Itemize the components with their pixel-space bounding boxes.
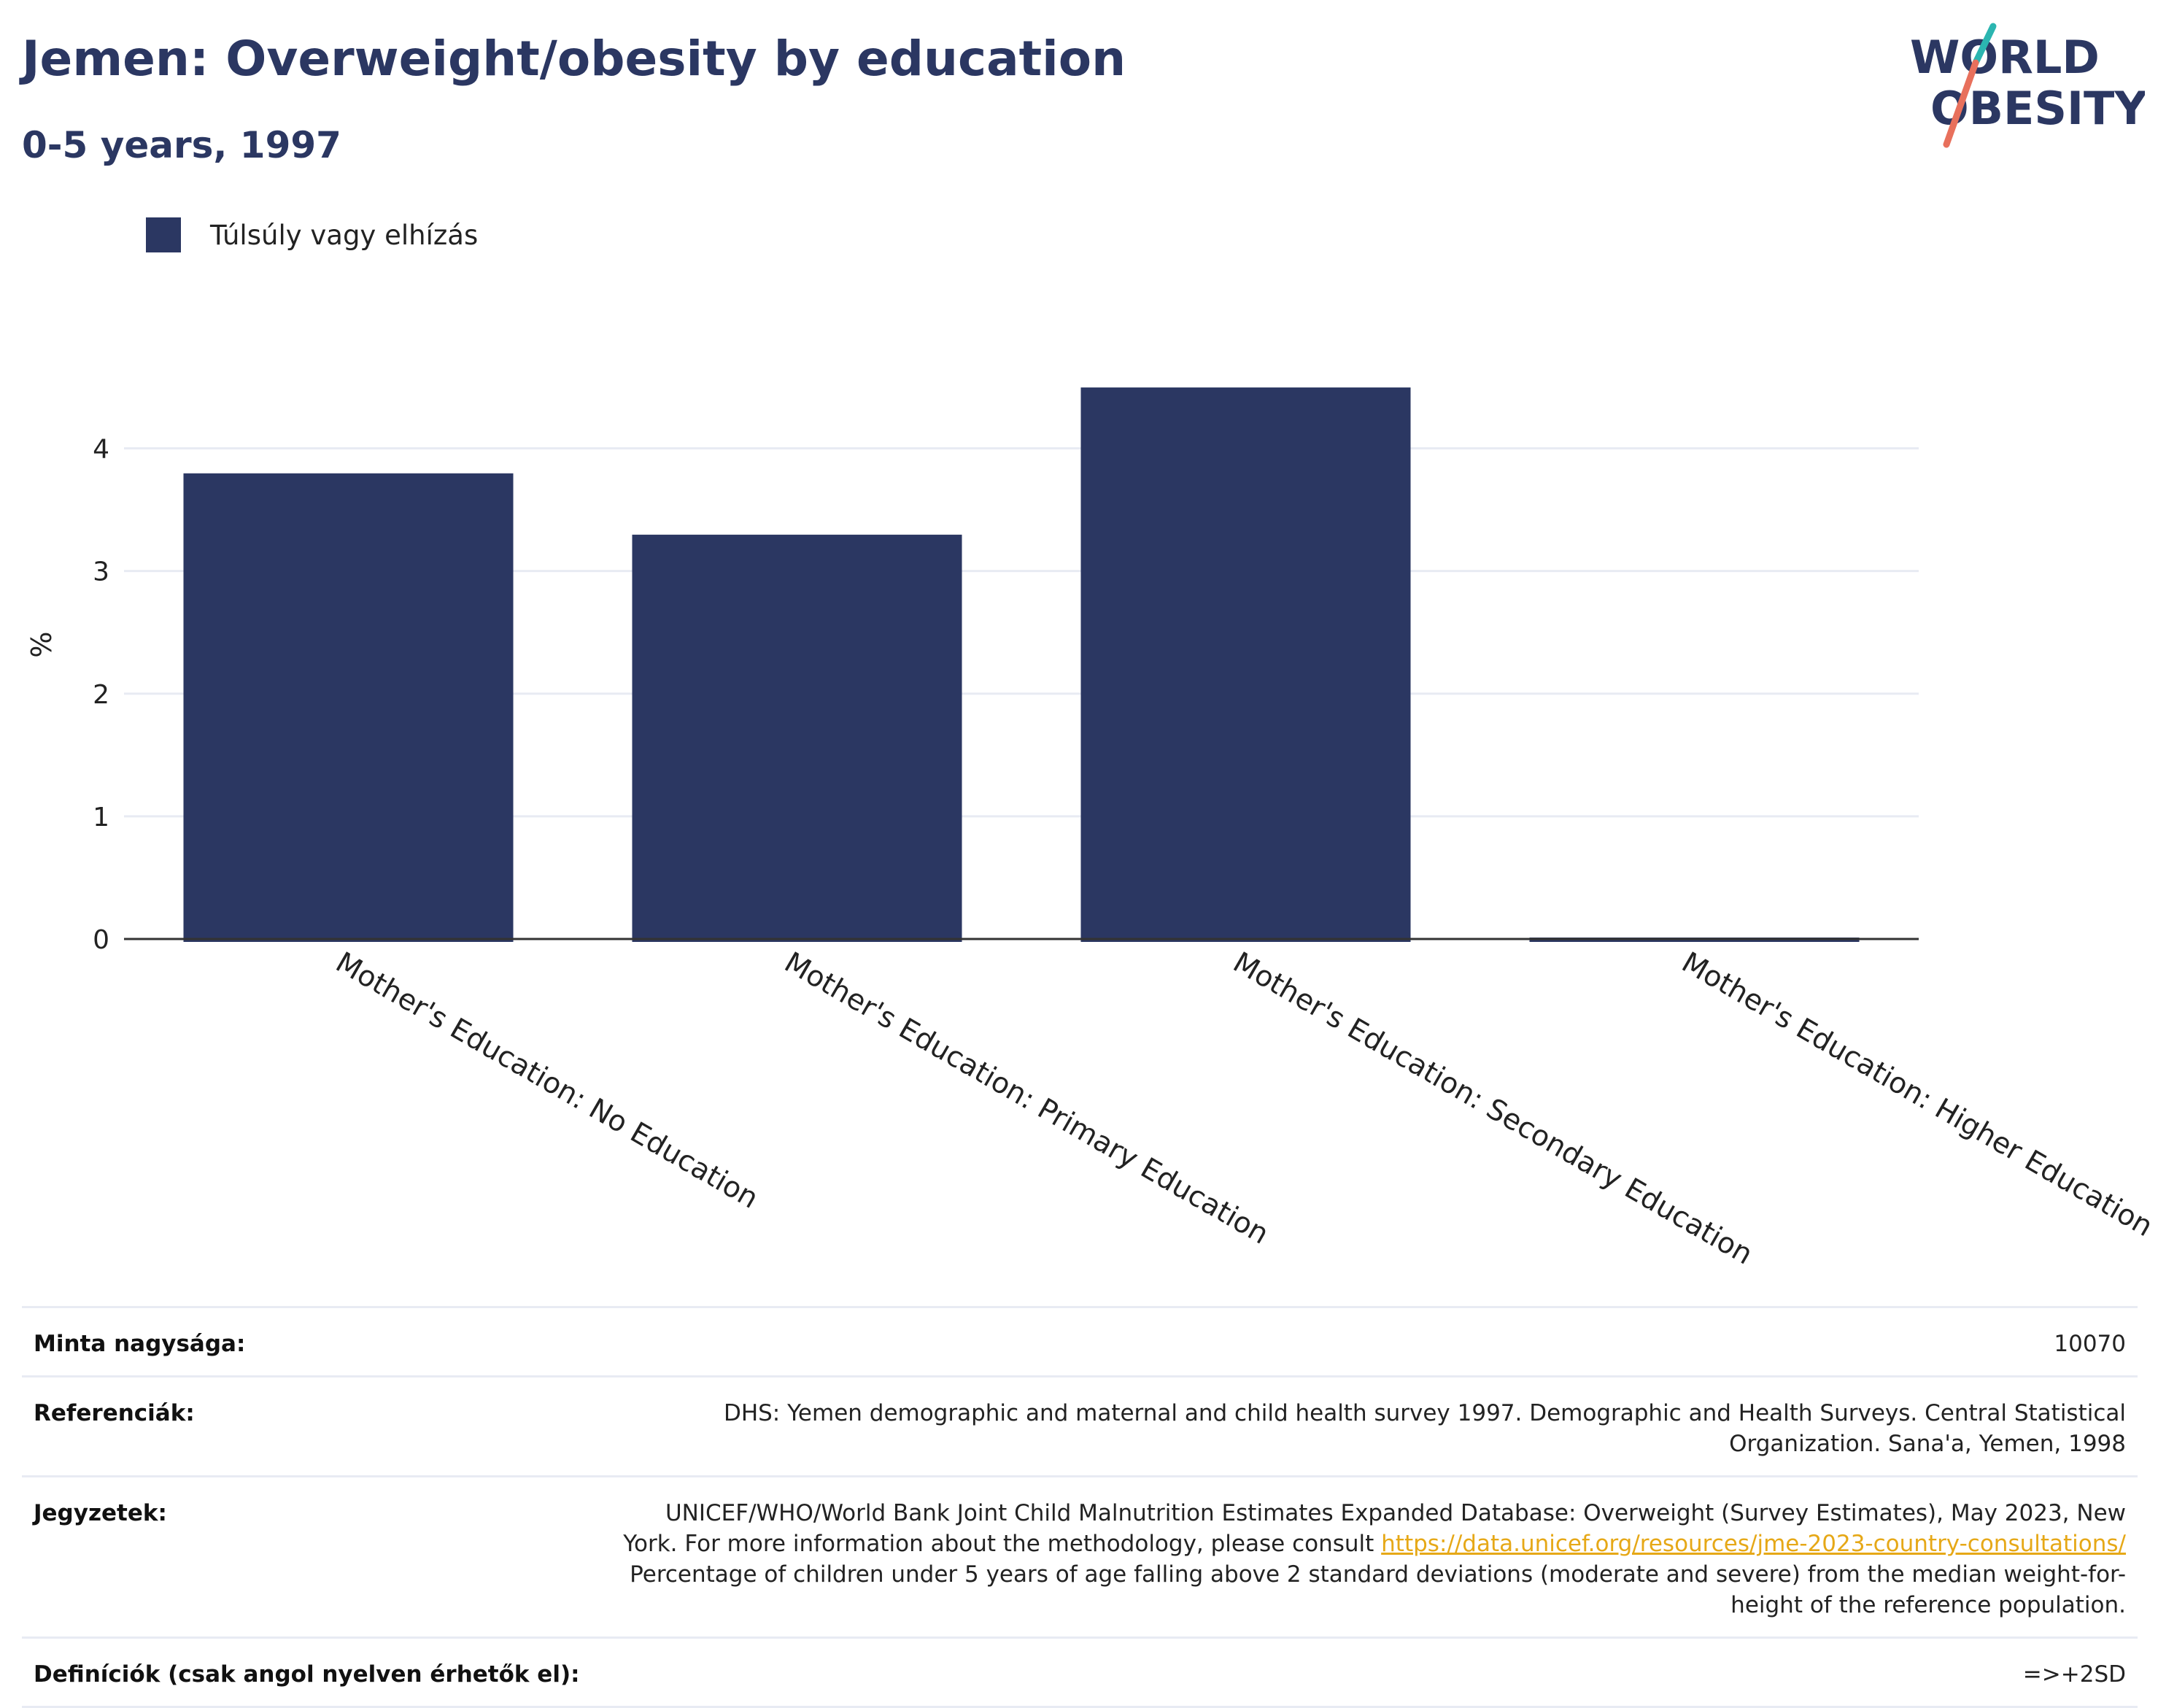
info-value: UNICEF/WHO/World Bank Joint Child Malnut…	[608, 1498, 2126, 1620]
chart-subtitle: 0-5 years, 1997	[22, 124, 341, 166]
y-tick-label: 4	[93, 435, 109, 465]
y-tick-label: 2	[93, 680, 109, 710]
info-key: Definíciók (csak angol nyelven érhetők e…	[34, 1659, 580, 1690]
notes-text-after: Percentage of children under 5 years of …	[630, 1561, 2126, 1618]
info-key: Jegyzetek:	[34, 1498, 167, 1620]
bar	[1080, 387, 1410, 942]
info-value: =>+2SD	[2023, 1659, 2126, 1690]
y-tick-label: 3	[93, 557, 109, 587]
y-tick-label: 1	[93, 803, 109, 832]
x-tick-label: Mother's Education: Secondary Education	[1228, 946, 1758, 1272]
legend-swatch	[146, 217, 181, 252]
y-tick-label: 0	[93, 925, 109, 955]
info-key: Minta nagysága:	[34, 1329, 245, 1359]
info-key: Referenciák:	[34, 1398, 195, 1459]
x-tick-label: Mother's Education: Primary Education	[779, 946, 1275, 1251]
bar	[183, 474, 513, 942]
bar	[632, 535, 962, 942]
chart-title: Jemen: Overweight/obesity by education	[22, 31, 1126, 87]
y-axis-title: %	[26, 631, 58, 657]
info-row-definitions: Definíciók (csak angol nyelven érhetők e…	[22, 1636, 2138, 1708]
info-value: 10070	[2054, 1329, 2126, 1359]
info-value: DHS: Yemen demographic and maternal and …	[608, 1398, 2126, 1459]
legend-label: Túlsúly vagy elhízás	[210, 220, 478, 251]
x-tick-label: Mother's Education: No Education	[330, 946, 764, 1216]
info-row-sample-size: Minta nagysága: 10070	[22, 1306, 2138, 1375]
legend[interactable]: Túlsúly vagy elhízás	[146, 217, 478, 252]
info-table: Minta nagysága: 10070 Referenciák: DHS: …	[22, 1306, 2138, 1708]
x-tick-label: Mother's Education: Higher Education	[1676, 946, 2158, 1243]
world-obesity-logo: WORLD OBESITY	[1904, 20, 2145, 152]
logo-line-1: WORLD	[1910, 31, 2100, 84]
info-row-references: Referenciák: DHS: Yemen demographic and …	[22, 1375, 2138, 1475]
methodology-link[interactable]: https://data.unicef.org/resources/jme-20…	[1381, 1531, 2126, 1557]
info-row-notes: Jegyzetek: UNICEF/WHO/World Bank Joint C…	[22, 1475, 2138, 1636]
